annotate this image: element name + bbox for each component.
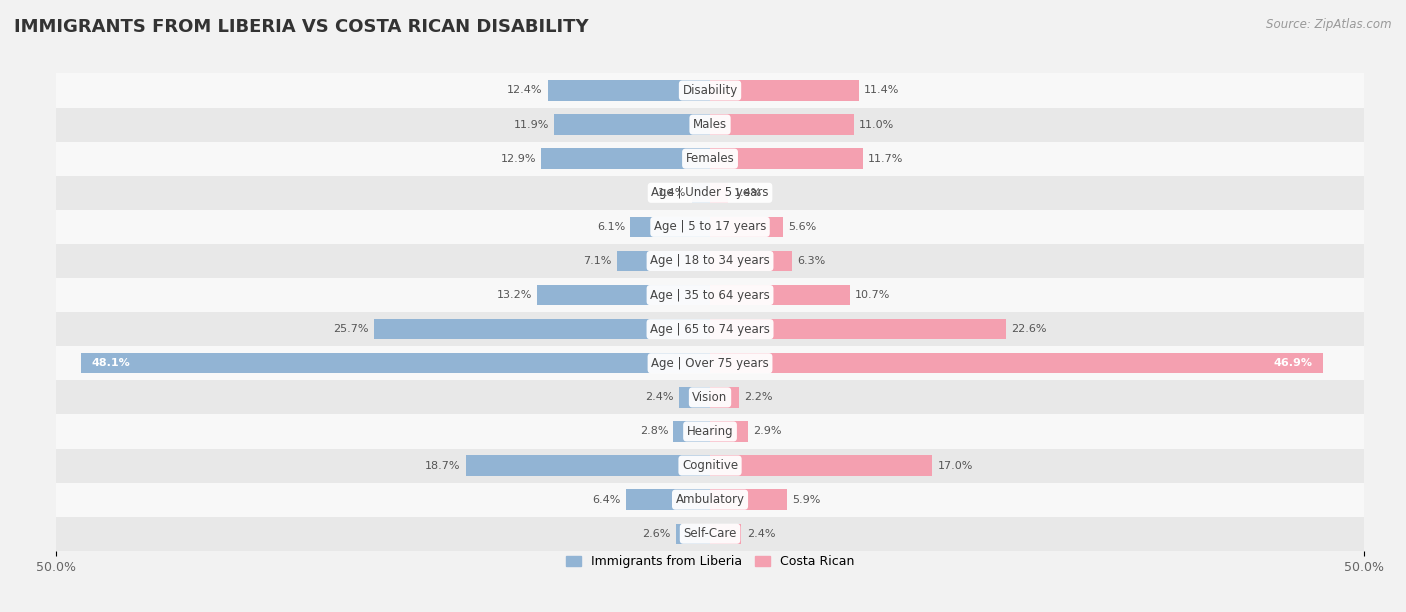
Bar <box>56 278 1364 312</box>
Bar <box>56 449 1364 483</box>
Bar <box>710 353 1323 373</box>
Bar <box>710 523 741 544</box>
Text: 12.9%: 12.9% <box>501 154 536 163</box>
Text: 6.1%: 6.1% <box>596 222 626 232</box>
Text: Age | Under 5 years: Age | Under 5 years <box>651 186 769 200</box>
Text: 5.6%: 5.6% <box>789 222 817 232</box>
Bar <box>541 149 710 169</box>
Text: Cognitive: Cognitive <box>682 459 738 472</box>
Bar <box>710 217 783 237</box>
Bar <box>56 414 1364 449</box>
Text: 11.0%: 11.0% <box>859 119 894 130</box>
Bar <box>710 285 851 305</box>
Bar <box>673 421 710 442</box>
Text: 2.8%: 2.8% <box>640 427 668 436</box>
Bar <box>56 108 1364 141</box>
Text: Disability: Disability <box>682 84 738 97</box>
Text: 22.6%: 22.6% <box>1011 324 1046 334</box>
Bar <box>710 251 793 271</box>
Bar <box>554 114 710 135</box>
Bar <box>56 176 1364 210</box>
Bar <box>465 455 710 476</box>
Text: 11.9%: 11.9% <box>513 119 550 130</box>
Text: 11.4%: 11.4% <box>865 86 900 95</box>
Bar <box>710 490 787 510</box>
Text: 18.7%: 18.7% <box>425 461 460 471</box>
Text: 12.4%: 12.4% <box>508 86 543 95</box>
Bar <box>710 319 1005 340</box>
Bar <box>56 244 1364 278</box>
Bar <box>679 387 710 408</box>
Text: Source: ZipAtlas.com: Source: ZipAtlas.com <box>1267 18 1392 31</box>
Bar <box>692 182 710 203</box>
Text: 25.7%: 25.7% <box>333 324 368 334</box>
Text: Self-Care: Self-Care <box>683 528 737 540</box>
Bar <box>56 210 1364 244</box>
Legend: Immigrants from Liberia, Costa Rican: Immigrants from Liberia, Costa Rican <box>561 550 859 573</box>
Text: 2.9%: 2.9% <box>754 427 782 436</box>
Text: 2.2%: 2.2% <box>744 392 772 402</box>
Text: Age | 5 to 17 years: Age | 5 to 17 years <box>654 220 766 233</box>
Text: 5.9%: 5.9% <box>793 494 821 505</box>
Bar <box>710 114 853 135</box>
Bar <box>617 251 710 271</box>
Text: 48.1%: 48.1% <box>91 358 131 368</box>
Bar <box>710 421 748 442</box>
Text: Vision: Vision <box>692 391 728 404</box>
Text: 46.9%: 46.9% <box>1274 358 1313 368</box>
Text: 13.2%: 13.2% <box>496 290 533 300</box>
Text: Age | Over 75 years: Age | Over 75 years <box>651 357 769 370</box>
Bar <box>710 149 863 169</box>
Text: 11.7%: 11.7% <box>869 154 904 163</box>
Bar <box>537 285 710 305</box>
Bar <box>710 182 728 203</box>
Bar <box>710 80 859 101</box>
Bar <box>56 312 1364 346</box>
Bar <box>82 353 710 373</box>
Text: Ambulatory: Ambulatory <box>675 493 745 506</box>
Text: 7.1%: 7.1% <box>583 256 612 266</box>
Text: Age | 18 to 34 years: Age | 18 to 34 years <box>650 255 770 267</box>
Bar <box>56 141 1364 176</box>
Bar <box>56 346 1364 380</box>
Text: 2.6%: 2.6% <box>643 529 671 539</box>
Text: 2.4%: 2.4% <box>747 529 775 539</box>
Text: 1.4%: 1.4% <box>658 188 686 198</box>
Bar <box>56 380 1364 414</box>
Bar <box>374 319 710 340</box>
Text: 6.3%: 6.3% <box>797 256 825 266</box>
Text: Age | 65 to 74 years: Age | 65 to 74 years <box>650 323 770 335</box>
Text: 2.4%: 2.4% <box>645 392 673 402</box>
Bar <box>548 80 710 101</box>
Text: Age | 35 to 64 years: Age | 35 to 64 years <box>650 289 770 302</box>
Text: 6.4%: 6.4% <box>593 494 621 505</box>
Bar <box>56 483 1364 517</box>
Text: 17.0%: 17.0% <box>938 461 973 471</box>
Text: Females: Females <box>686 152 734 165</box>
Bar <box>56 517 1364 551</box>
Bar <box>56 73 1364 108</box>
Text: 10.7%: 10.7% <box>855 290 890 300</box>
Text: IMMIGRANTS FROM LIBERIA VS COSTA RICAN DISABILITY: IMMIGRANTS FROM LIBERIA VS COSTA RICAN D… <box>14 18 589 36</box>
Text: Males: Males <box>693 118 727 131</box>
Bar <box>710 387 738 408</box>
Text: Hearing: Hearing <box>686 425 734 438</box>
Bar <box>710 455 932 476</box>
Bar <box>676 523 710 544</box>
Bar <box>626 490 710 510</box>
Text: 1.4%: 1.4% <box>734 188 762 198</box>
Bar <box>630 217 710 237</box>
